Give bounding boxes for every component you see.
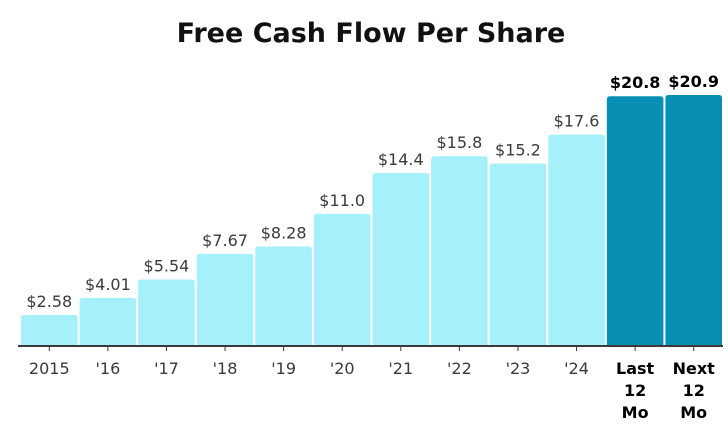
- x-tick-group: [48, 346, 695, 351]
- value-label-group: $2.58 $4.01 $5.54 $7.67 $8.28 $11.0 $14.4 $15.8…: [26, 72, 719, 311]
- value-label-11: $20.9: [668, 72, 719, 91]
- x-tick-label-5: '20: [330, 359, 355, 378]
- value-label-2: $5.54: [144, 256, 190, 275]
- value-label-6: $14.4: [378, 150, 424, 169]
- x-tick-label-6: '21: [388, 359, 413, 378]
- x-tick-label-2: '17: [154, 359, 179, 378]
- value-label-9: $17.6: [554, 112, 600, 131]
- bar-group: [21, 95, 722, 346]
- bar-7: [431, 156, 488, 346]
- x-tick-label-10: Last 12 Mo: [616, 359, 655, 422]
- bar-8: [489, 163, 547, 346]
- x-tick-label-group: 2015 '16 '17 '18 '19 '20 '21 '22 '23 '24 Last 12 Mo N…: [29, 359, 715, 422]
- x-tick-label-7: '22: [447, 359, 472, 378]
- bar-9: [548, 134, 605, 346]
- bar-6: [372, 173, 430, 346]
- bar-10: [606, 96, 664, 346]
- x-tick-label-3: '18: [213, 359, 238, 378]
- value-label-4: $8.28: [261, 224, 307, 243]
- bar-1: [79, 297, 137, 346]
- x-tick-label-1: '16: [95, 359, 120, 378]
- value-label-1: $4.01: [85, 275, 131, 294]
- x-tick-label-4: '19: [271, 359, 296, 378]
- x-tick-label-8: '23: [506, 359, 531, 378]
- value-label-10: $20.8: [610, 73, 661, 92]
- value-label-3: $7.67: [202, 231, 248, 250]
- bar-3: [196, 253, 254, 346]
- value-label-7: $15.8: [436, 133, 482, 152]
- x-tick-label-0: 2015: [29, 359, 70, 378]
- bar-2: [138, 279, 195, 346]
- bar-5: [313, 213, 371, 346]
- x-tick-label-9: '24: [564, 359, 589, 378]
- bar-11: [665, 95, 722, 346]
- value-label-5: $11.0: [319, 191, 365, 210]
- bar-0: [21, 315, 78, 346]
- x-tick-label-11: Next 12 Mo: [673, 359, 716, 422]
- chart-title: Free Cash Flow Per Share: [177, 18, 566, 49]
- value-label-8: $15.2: [495, 140, 541, 159]
- bar-4: [255, 246, 312, 346]
- value-label-0: $2.58: [26, 292, 72, 311]
